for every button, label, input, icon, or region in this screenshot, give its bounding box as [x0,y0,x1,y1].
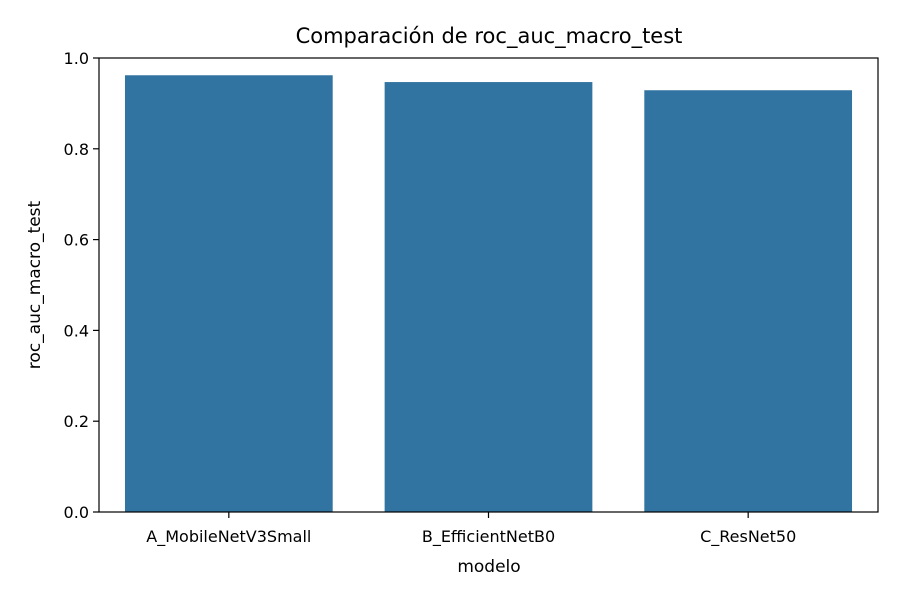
bar-B_EfficientNetB0 [384,82,593,512]
plot-area [124,75,853,512]
bar-A_MobileNetV3Small [124,75,333,512]
chart-title: Comparación de roc_auc_macro_test [296,24,683,49]
x-axis: A_MobileNetV3Small B_EfficientNetB0 C_ResN… [146,512,796,547]
y-tick-label: 0.6 [64,231,89,250]
y-tick-label: 0.0 [64,503,89,522]
y-tick-label: 1.0 [64,49,89,68]
y-tick-label: 0.8 [64,140,89,159]
y-tick-label: 0.2 [64,412,89,431]
y-tick-label: 0.4 [64,321,89,340]
y-axis-label: roc_auc_macro_test [25,200,45,369]
x-tick-label: A_MobileNetV3Small [146,527,311,547]
bar-C_ResNet50 [644,90,853,512]
x-tick-label: C_ResNet50 [700,527,796,547]
x-axis-label: modelo [457,557,520,577]
x-tick-label: B_EfficientNetB0 [422,527,555,547]
y-axis: 0.0 0.2 0.4 0.6 0.8 1.0 [64,49,99,522]
